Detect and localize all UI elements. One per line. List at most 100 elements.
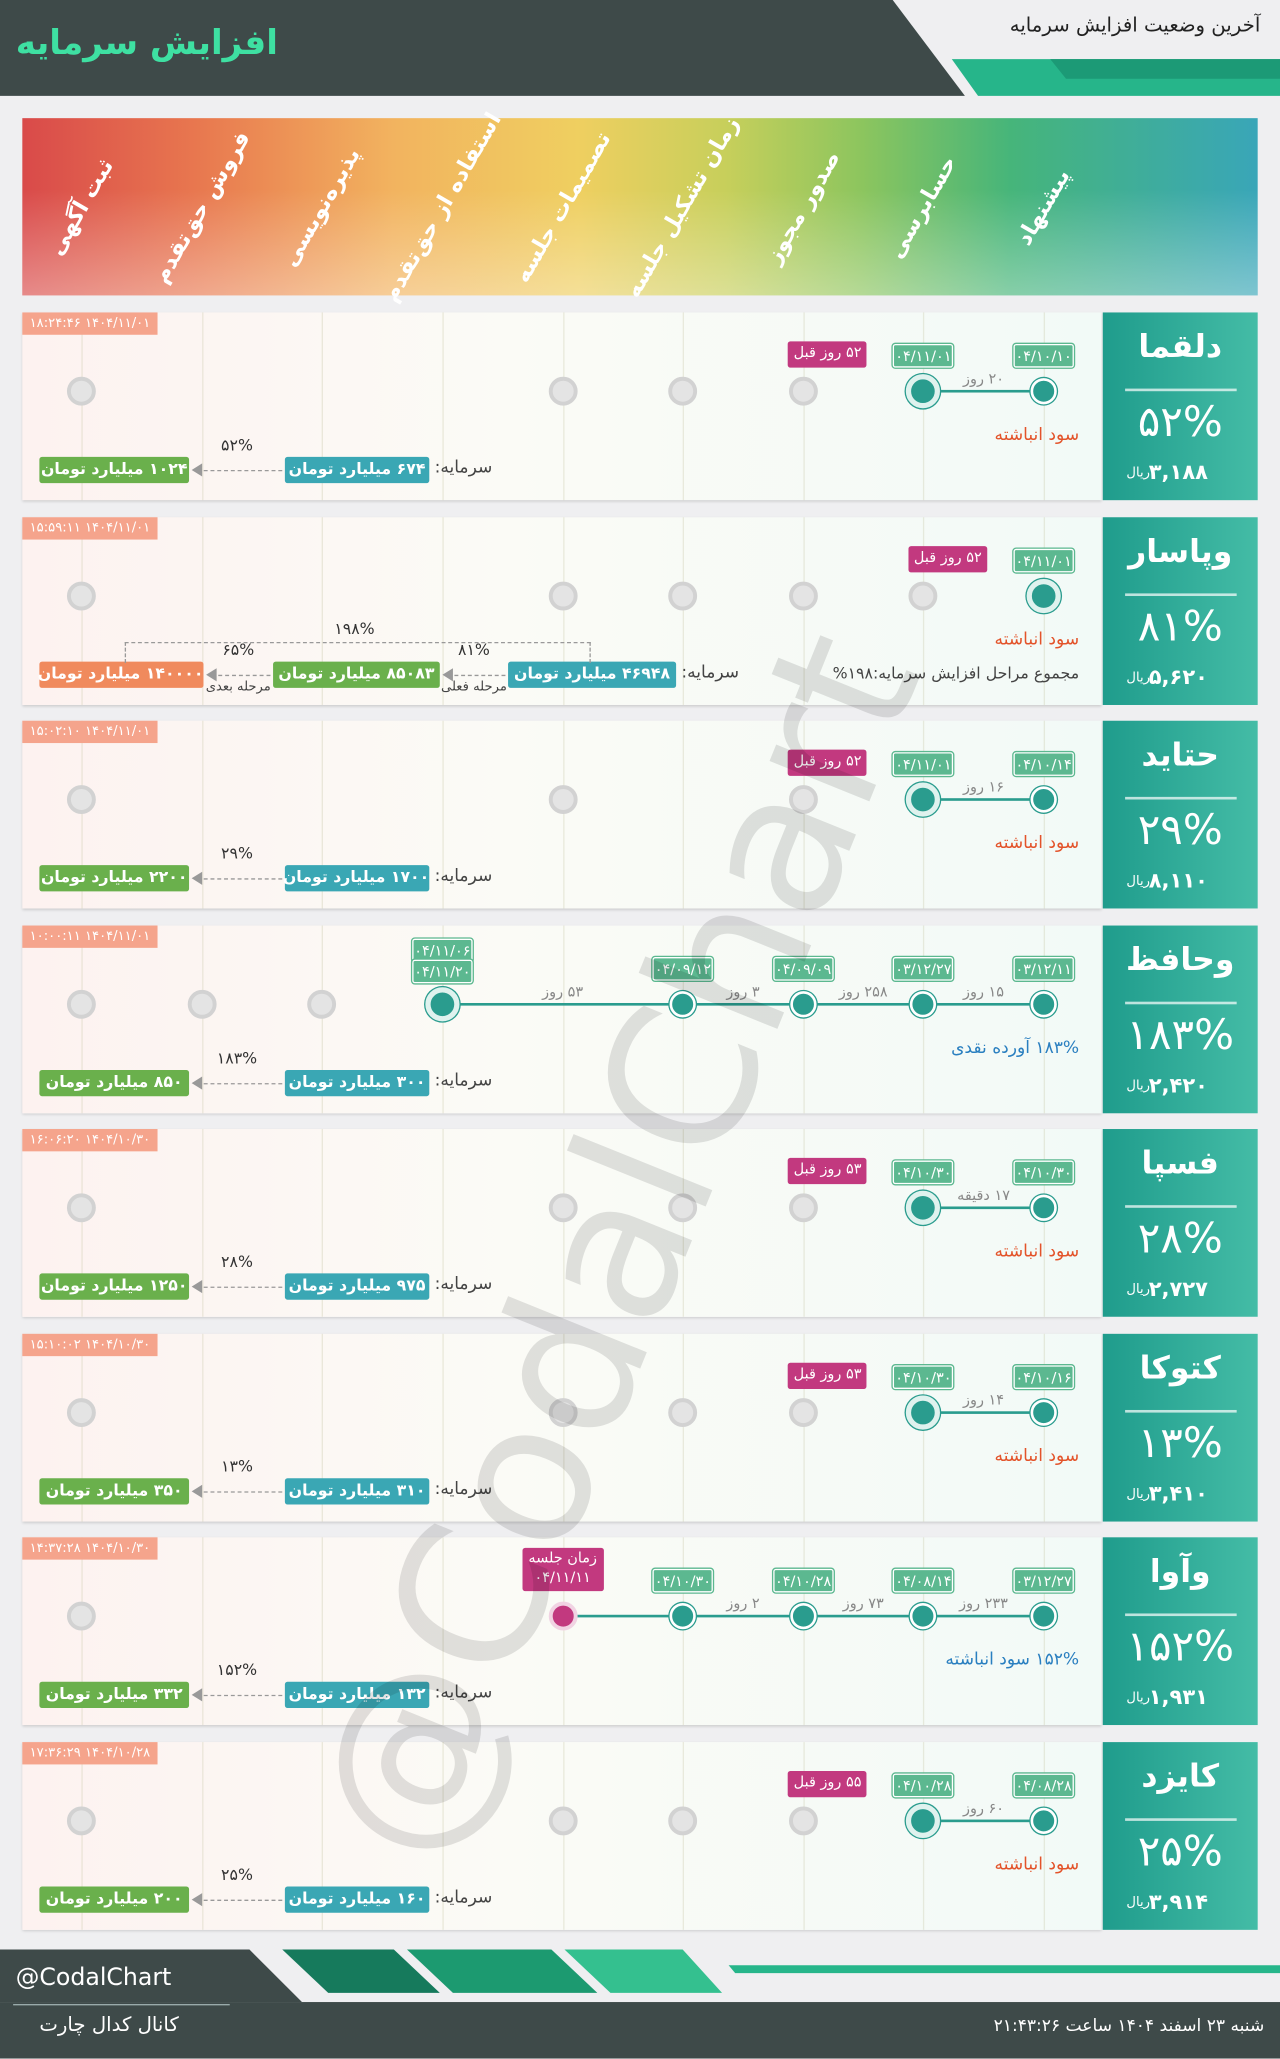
arrow-line — [196, 469, 283, 472]
capital-value: ۳۱۰ میلیارد تومان — [284, 1477, 430, 1504]
column-line — [442, 1537, 444, 1726]
company-name: حتاید — [1141, 736, 1219, 774]
overall-bracket — [124, 641, 591, 663]
arrow-head — [191, 1075, 203, 1089]
capital-label: سرمایه: — [434, 1683, 493, 1703]
column-line — [322, 312, 324, 501]
note: سود انباشته — [994, 1446, 1080, 1466]
done-node — [1026, 578, 1061, 613]
meeting-label: زمان جلسه — [528, 1549, 597, 1567]
ago-badge: ۵۲ روز قبل — [788, 341, 867, 368]
done-node — [790, 1602, 817, 1630]
price: ۵,۶۲۰ — [1148, 663, 1208, 689]
price-unit: ریال — [1126, 466, 1150, 481]
pending-node — [548, 376, 578, 406]
ago-badge: ۵۲ روز قبل — [788, 749, 867, 776]
column-line — [682, 516, 685, 705]
timeline — [923, 1410, 1044, 1414]
meeting-node — [548, 1601, 578, 1631]
column-line — [803, 1333, 805, 1521]
gap-label: ۱۴ روز — [963, 1390, 1005, 1408]
gap-label: ۲۰ روز — [963, 370, 1005, 388]
step-change: ۵۲% — [221, 435, 253, 455]
percent: ۸۱% — [1137, 600, 1223, 651]
note: سود انباشته — [994, 833, 1080, 854]
column-line — [682, 312, 685, 501]
column-line — [81, 1333, 83, 1521]
pending-node — [67, 1397, 97, 1427]
company-name: وآوا — [1149, 1553, 1211, 1590]
column-line — [562, 1537, 564, 1726]
pending-node — [908, 580, 938, 610]
price: ۱,۹۳۱ — [1148, 1684, 1208, 1710]
step-change: ۲۵% — [221, 1864, 253, 1884]
date-label: ۰۴/۱۱/۰۱ — [1012, 546, 1076, 574]
column-line — [201, 1537, 204, 1726]
capital-label: سرمایه: — [434, 1070, 493, 1091]
column-line — [1043, 924, 1046, 1113]
percent: ۱۵۲% — [1126, 1621, 1235, 1672]
meeting-box — [521, 1547, 604, 1592]
pending-node — [788, 1805, 818, 1835]
price-unit: ریال — [1126, 1690, 1150, 1706]
capital-value: ۳۰۰ میلیارد تومان — [284, 1069, 430, 1096]
pending-node — [307, 989, 337, 1019]
overall-change: ۱۹۸% — [334, 618, 375, 638]
step-value: ۲۲۰۰ میلیارد تومان — [39, 865, 190, 892]
note: ۱۸۳% آورده نقدی — [951, 1037, 1080, 1058]
stage-header-shade — [22, 118, 1258, 296]
capital-label: سرمایه: — [434, 1478, 493, 1499]
timestamp: ۱۴۰۴/۱۱/۰۱ ۱۸:۲۴:۴۶ — [22, 312, 158, 335]
column-line — [81, 1741, 83, 1930]
gap-label: ۱۶ روز — [963, 778, 1005, 796]
company-name: وحافظ — [1125, 940, 1235, 978]
column-line — [322, 720, 324, 909]
step-change: ۱۵۲% — [216, 1660, 258, 1680]
capital-value: ۹۷۵ میلیارد تومان — [284, 1273, 430, 1300]
done-node — [1030, 1602, 1057, 1630]
gap-label: ۲۳۳ روز — [959, 1595, 1008, 1613]
capital-label: سرمایه: — [434, 1887, 493, 1907]
done-node — [790, 990, 817, 1017]
step-stage: مرحله بعدی — [205, 679, 271, 694]
column-line — [81, 516, 83, 705]
arrow-line — [211, 674, 271, 676]
date-label: ۰۴/۱۰/۲۸ — [891, 1771, 955, 1798]
arrow-head — [191, 1892, 203, 1906]
timestamp: ۱۴۰۴/۱۱/۰۱ ۱۵:۵۹:۱۱ — [22, 516, 158, 539]
timestamp: ۱۴۰۴/۱۰/۳۰ ۱۴:۳۷:۲۸ — [22, 1537, 158, 1560]
done-node — [906, 1803, 941, 1838]
done-node — [1030, 1398, 1057, 1426]
pending-node — [668, 376, 698, 406]
column-line — [1043, 1333, 1046, 1521]
footer-handle: @CodalChart — [15, 1963, 172, 1992]
price: ۳,۱۸۸ — [1148, 459, 1208, 485]
arrow-line — [196, 1082, 283, 1084]
done-node — [906, 1394, 941, 1430]
step-change: ۱۸۳% — [216, 1048, 258, 1067]
column-line — [562, 516, 564, 705]
arrow-line — [196, 1490, 283, 1493]
date-label: ۰۴/۰۹/۰۹ — [771, 955, 835, 982]
pending-node — [67, 785, 97, 814]
date-label: ۰۴/۱۰/۳۰ — [891, 1363, 955, 1390]
date-label: ۰۴/۱۰/۱۰ — [1012, 342, 1076, 369]
stage-header — [22, 118, 1258, 296]
column-line — [562, 720, 564, 909]
column-line — [923, 924, 925, 1113]
date-label: ۰۴/۱۱/۲۰ — [410, 957, 474, 984]
ago-badge: ۵۵ روز قبل — [788, 1770, 867, 1797]
timestamp: ۱۴۰۴/۱۰/۳۰ ۱۶:۰۶:۲۰ — [22, 1129, 158, 1152]
date-label: ۰۴/۱۱/۰۶ — [410, 936, 474, 963]
capital-value: ۶۷۴ میلیارد تومان — [284, 456, 430, 484]
arrow-head — [191, 871, 203, 885]
column-line — [201, 924, 204, 1113]
date-label: ۰۴/۰۸/۱۴ — [891, 1567, 955, 1594]
separator — [1125, 1409, 1237, 1412]
capital-value: ۱۷۰۰ میلیارد تومان — [283, 865, 430, 892]
pending-node — [668, 1193, 698, 1223]
column-line — [442, 720, 444, 909]
date-label: ۰۴/۰۸/۲۸ — [1012, 1771, 1076, 1798]
pending-node — [788, 376, 818, 406]
